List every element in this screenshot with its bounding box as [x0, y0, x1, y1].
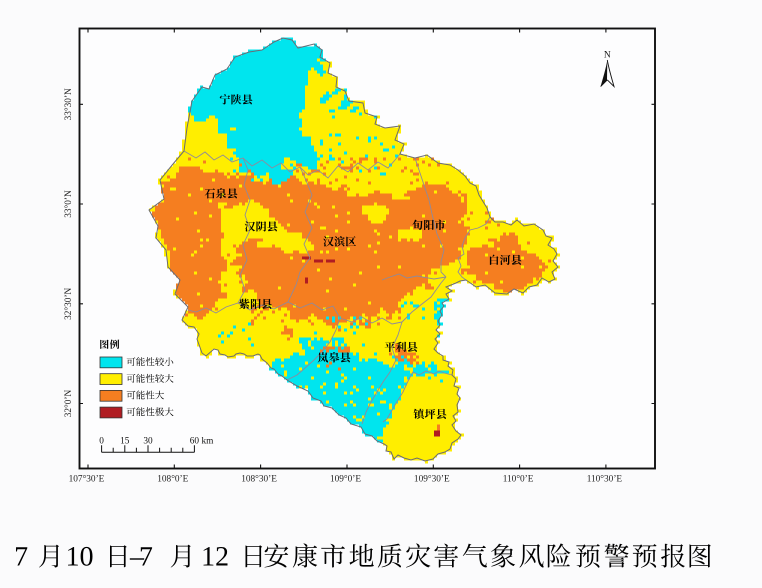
- svg-text:60: 60: [190, 437, 200, 447]
- svg-text:110°30’E: 110°30’E: [587, 474, 623, 485]
- svg-text:km: km: [202, 437, 215, 447]
- svg-text:108°30’E: 108°30’E: [241, 474, 277, 485]
- svg-text:32°0’N: 32°0’N: [63, 389, 74, 417]
- svg-text:15: 15: [120, 437, 130, 447]
- svg-text:30: 30: [143, 437, 153, 447]
- svg-text:32°30’N: 32°30’N: [63, 287, 74, 319]
- svg-text:N: N: [604, 51, 611, 61]
- svg-text:109°0’E: 109°0’E: [330, 474, 361, 485]
- svg-text:33°30’N: 33°30’N: [63, 88, 74, 120]
- svg-text:107°30’E: 107°30’E: [69, 474, 105, 485]
- svg-text:33°0’N: 33°0’N: [63, 190, 74, 218]
- svg-text:0: 0: [99, 437, 104, 447]
- svg-text:110°0’E: 110°0’E: [503, 474, 534, 485]
- svg-text:108°0’E: 108°0’E: [157, 474, 188, 485]
- svg-text:109°30’E: 109°30’E: [414, 474, 450, 485]
